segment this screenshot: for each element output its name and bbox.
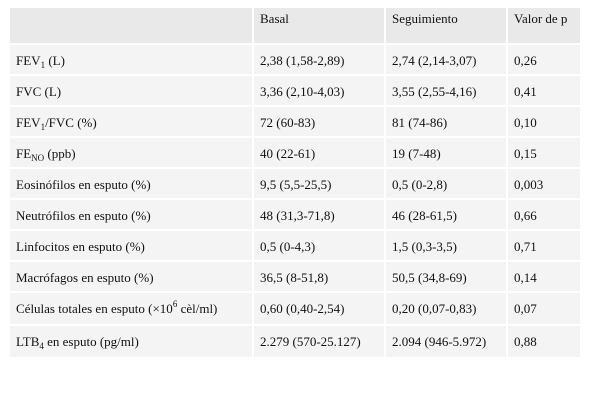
row-label: FENO (ppb) — [10, 138, 252, 169]
basal-cell: 36,5 (8-51,8) — [252, 262, 384, 293]
p-value-cell: 0,66 — [506, 200, 580, 231]
results-table: Basal Seguimiento Valor de p FEV1 (L) 2,… — [10, 8, 580, 359]
p-value-cell: 0,15 — [506, 138, 580, 169]
seguimiento-cell: 19 (7-48) — [384, 138, 506, 169]
basal-cell: 2,38 (1,58-2,89) — [252, 45, 384, 76]
table-row: LTB4 en esputo (pg/ml) 2.279 (570-25.127… — [10, 326, 580, 359]
p-value-cell: 0,41 — [506, 76, 580, 107]
table-row: FEV1 (L) 2,38 (1,58-2,89) 2,74 (2,14-3,0… — [10, 45, 580, 76]
basal-cell: 2.279 (570-25.127) — [252, 326, 384, 359]
header-valor-p: Valor de p — [506, 8, 580, 45]
basal-cell: 0,5 (0-4,3) — [252, 231, 384, 262]
row-label: Células totales en esputo (×106 cèl/ml) — [10, 293, 252, 326]
p-value-cell: 0,003 — [506, 169, 580, 200]
row-label: FEV1/FVC (%) — [10, 107, 252, 138]
row-label: FVC (L) — [10, 76, 252, 107]
table-row: Eosinófilos en esputo (%) 9,5 (5,5-25,5)… — [10, 169, 580, 200]
table-row: Células totales en esputo (×106 cèl/ml) … — [10, 293, 580, 326]
header-basal: Basal — [252, 8, 384, 45]
seguimiento-cell: 2.094 (946-5.972) — [384, 326, 506, 359]
p-value-cell: 0,10 — [506, 107, 580, 138]
p-value-cell: 0,26 — [506, 45, 580, 76]
basal-cell: 72 (60-83) — [252, 107, 384, 138]
header-row: Basal Seguimiento Valor de p — [10, 8, 580, 45]
seguimiento-cell: 2,74 (2,14-3,07) — [384, 45, 506, 76]
basal-cell: 40 (22-61) — [252, 138, 384, 169]
header-seguimiento: Seguimiento — [384, 8, 506, 45]
row-label: Eosinófilos en esputo (%) — [10, 169, 252, 200]
p-value-cell: 0,07 — [506, 293, 580, 326]
p-value-cell: 0,14 — [506, 262, 580, 293]
row-label: FEV1 (L) — [10, 45, 252, 76]
seguimiento-cell: 3,55 (2,55-4,16) — [384, 76, 506, 107]
table-row: FENO (ppb) 40 (22-61) 19 (7-48) 0,15 — [10, 138, 580, 169]
seguimiento-cell: 81 (74-86) — [384, 107, 506, 138]
basal-cell: 48 (31,3-71,8) — [252, 200, 384, 231]
row-label: LTB4 en esputo (pg/ml) — [10, 326, 252, 359]
row-label: Neutrófilos en esputo (%) — [10, 200, 252, 231]
basal-cell: 0,60 (0,40-2,54) — [252, 293, 384, 326]
basal-cell: 9,5 (5,5-25,5) — [252, 169, 384, 200]
p-value-cell: 0,88 — [506, 326, 580, 359]
basal-cell: 3,36 (2,10-4,03) — [252, 76, 384, 107]
seguimiento-cell: 0,5 (0-2,8) — [384, 169, 506, 200]
table-row: Linfocitos en esputo (%) 0,5 (0-4,3) 1,5… — [10, 231, 580, 262]
p-value-cell: 0,71 — [506, 231, 580, 262]
seguimiento-cell: 46 (28-61,5) — [384, 200, 506, 231]
seguimiento-cell: 50,5 (34,8-69) — [384, 262, 506, 293]
row-label: Linfocitos en esputo (%) — [10, 231, 252, 262]
table-row: FEV1/FVC (%) 72 (60-83) 81 (74-86) 0,10 — [10, 107, 580, 138]
seguimiento-cell: 1,5 (0,3-3,5) — [384, 231, 506, 262]
row-label: Macrófagos en esputo (%) — [10, 262, 252, 293]
seguimiento-cell: 0,20 (0,07-0,83) — [384, 293, 506, 326]
header-empty — [10, 8, 252, 45]
table-row: Neutrófilos en esputo (%) 48 (31,3-71,8)… — [10, 200, 580, 231]
table-row: Macrófagos en esputo (%) 36,5 (8-51,8) 5… — [10, 262, 580, 293]
table-row: FVC (L) 3,36 (2,10-4,03) 3,55 (2,55-4,16… — [10, 76, 580, 107]
